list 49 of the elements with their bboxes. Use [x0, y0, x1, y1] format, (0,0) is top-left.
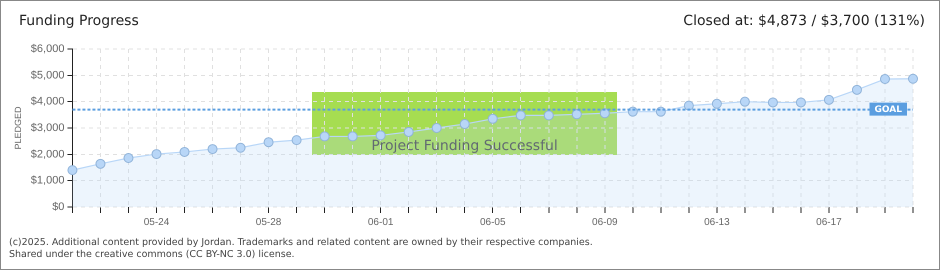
- point: [740, 96, 750, 107]
- y-tick-label: $4,000: [30, 96, 64, 108]
- point: [544, 110, 554, 120]
- point: [908, 74, 918, 84]
- y-tick-label: $3,000: [30, 122, 64, 134]
- x-tick-label: 06-01: [368, 216, 394, 228]
- point: [236, 142, 246, 153]
- point: [684, 100, 694, 111]
- point: [320, 131, 330, 142]
- point: [180, 146, 190, 157]
- point: [880, 74, 890, 84]
- point: [348, 131, 358, 142]
- success-banner: Project Funding Successful: [312, 92, 618, 155]
- y-tick-label: $2,000: [30, 148, 64, 160]
- point: [67, 165, 78, 176]
- point: [796, 97, 806, 108]
- point: [824, 94, 834, 105]
- x-tick-label: 05-28: [256, 216, 282, 228]
- point: [572, 109, 582, 120]
- y-tick-label: $1,000: [30, 174, 64, 187]
- point: [712, 98, 722, 109]
- point: [123, 153, 134, 164]
- point: [852, 84, 862, 95]
- y-tick-label: $5,000: [30, 69, 64, 82]
- point: [768, 97, 778, 108]
- point: [516, 110, 526, 120]
- x-tick-label: 05-24: [144, 216, 170, 228]
- point: [292, 135, 302, 146]
- point: [152, 149, 162, 160]
- chart-subtitle: Closed at: $4,873 / $3,700 (131%): [683, 13, 925, 29]
- point: [208, 144, 218, 154]
- point: [432, 123, 442, 133]
- point: [264, 137, 274, 148]
- y-tick-label: $6,000: [30, 43, 64, 56]
- x-tick-label: 06-13: [704, 216, 730, 228]
- point: [600, 108, 610, 118]
- text: (c)2025. Additional content provided by Jordan. Trademarks and related content are owned by their respective companies.: [9, 237, 593, 249]
- x-tick-label: 06-05: [480, 216, 506, 228]
- text: Shared under the creative commons (CC BY-NC 3.0) license.: [9, 249, 296, 261]
- y-tick-label: $0: [52, 201, 64, 214]
- point: [95, 158, 106, 169]
- point: [404, 126, 414, 137]
- point: [460, 119, 470, 130]
- chart-title: Funding Progress: [19, 13, 139, 29]
- x-tick-label: 06-09: [592, 216, 618, 228]
- x-tick-label: 06-17: [816, 216, 842, 228]
- y-axis-title: PLEDGED: [12, 106, 23, 150]
- ref-line-label: GOAL: [874, 104, 902, 115]
- point: [488, 114, 498, 124]
